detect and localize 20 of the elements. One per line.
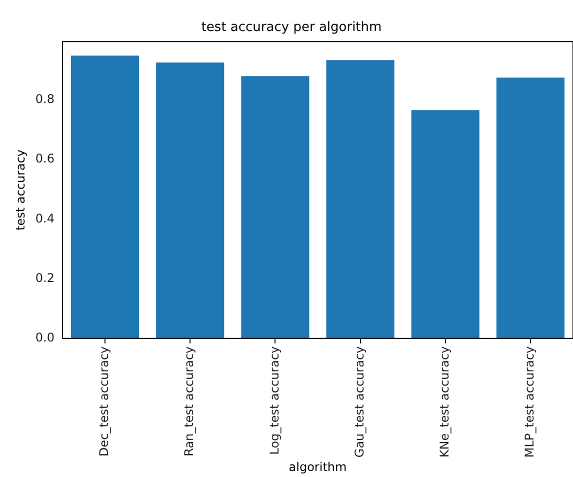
x-tick-label: Dec_test accuracy bbox=[97, 346, 112, 457]
x-tick-label: Ran_test accuracy bbox=[182, 346, 196, 456]
x-tick-label: Log_test accuracy bbox=[267, 346, 282, 455]
x-tick-label: Gau_test accuracy bbox=[352, 346, 366, 458]
chart-title: test accuracy per algorithm bbox=[201, 20, 382, 36]
bar bbox=[496, 78, 564, 338]
y-tick-label: 0.8 bbox=[35, 92, 54, 106]
bar bbox=[241, 76, 310, 338]
x-tick-label: MLP_test accuracy bbox=[522, 346, 537, 458]
bar bbox=[411, 110, 480, 338]
y-axis-title: test accuracy bbox=[13, 149, 28, 230]
y-tick-label: 0.6 bbox=[35, 152, 54, 166]
y-tick-label: 0.4 bbox=[35, 211, 54, 226]
x-axis-title: algorithm bbox=[288, 460, 347, 474]
y-tick-label: 0.2 bbox=[35, 270, 54, 285]
bar bbox=[156, 62, 224, 338]
y-tick-label: 0.0 bbox=[35, 330, 54, 344]
bar bbox=[326, 60, 394, 338]
bar bbox=[70, 56, 140, 338]
x-tick-label: KNe_test accuracy bbox=[437, 346, 452, 458]
